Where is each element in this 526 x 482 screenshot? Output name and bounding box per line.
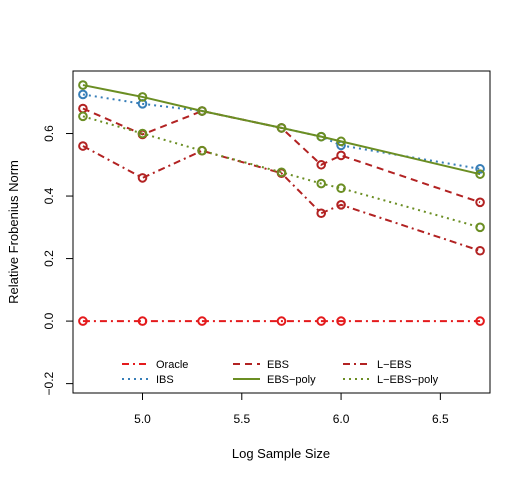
plot-frame (72, 70, 491, 394)
data-point (78, 111, 88, 122)
y-tick-label: 0.4 (42, 187, 56, 204)
data-point (475, 164, 485, 174)
y-tick-label: 0.2 (42, 250, 56, 267)
legend-label: L−EBS (377, 359, 412, 371)
data-point (336, 136, 346, 147)
data-point (336, 150, 346, 161)
data-point (137, 316, 148, 326)
data-point (316, 131, 327, 142)
data-point (78, 141, 88, 151)
data-point (197, 145, 207, 156)
data-point (276, 316, 287, 326)
x-tick-label: 5.0 (134, 412, 151, 426)
data-point (78, 80, 88, 90)
y-tick-label: 0.0 (42, 312, 56, 329)
series-line (82, 107, 481, 204)
legend-label: EBS−poly (267, 374, 316, 386)
y-axis: −0.2 0.0 0.2 0.4 0.6 (42, 125, 74, 395)
data-point (475, 197, 485, 208)
data-point (316, 159, 327, 170)
data-point (475, 222, 485, 233)
legend-label: IBS (156, 374, 174, 386)
data-point (78, 89, 88, 100)
legend-label: L−EBS−poly (377, 374, 439, 386)
data-point (137, 128, 148, 139)
x-axis-label: Log Sample Size (232, 446, 330, 461)
data-point (197, 316, 207, 326)
data-point (336, 183, 346, 194)
data-point (137, 92, 148, 102)
data-point (316, 316, 327, 326)
legend-label: Oracle (156, 359, 188, 371)
data-point (78, 316, 88, 326)
series-line (82, 93, 481, 170)
x-axis: 5.0 5.5 6.0 6.5 (134, 392, 449, 426)
data-point (276, 123, 287, 133)
data-point (197, 106, 207, 116)
data-point (336, 316, 346, 326)
data-point (475, 316, 485, 326)
y-tick-label: −0.2 (42, 371, 56, 395)
x-tick-label: 5.5 (233, 412, 250, 426)
data-point (475, 169, 485, 179)
x-tick-label: 6.0 (333, 412, 350, 426)
data-point (475, 245, 485, 256)
data-point (336, 200, 346, 210)
data-point (276, 167, 287, 178)
series-layer (78, 80, 485, 326)
series-line (82, 115, 481, 229)
y-axis-label: Relative Frobenius Norm (6, 160, 21, 304)
data-point (316, 208, 327, 219)
series-line (82, 84, 481, 176)
series-line (82, 145, 481, 252)
x-tick-label: 6.5 (432, 412, 449, 426)
legend-label: EBS (267, 359, 289, 371)
y-tick-label: 0.6 (42, 125, 56, 142)
data-point (137, 173, 148, 183)
legend: Oracle IBS EBS EBS−poly L−EBS L−EBS−poly (122, 359, 439, 386)
data-point (316, 178, 327, 189)
